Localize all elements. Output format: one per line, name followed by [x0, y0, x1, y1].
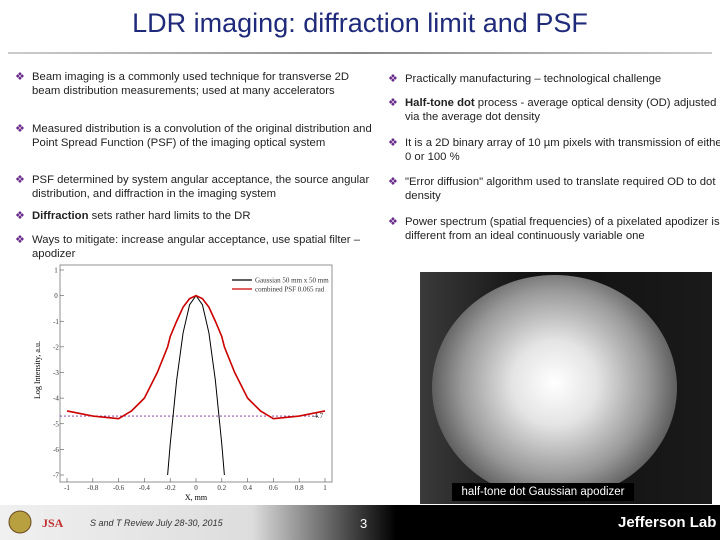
- y-tick-label: -5: [53, 420, 59, 428]
- bullet-text: It is a 2D binary array of 10 µm pixels …: [405, 137, 720, 163]
- bullet-text: Beam imaging is a commonly used techniqu…: [32, 71, 350, 97]
- footer-logos: JSA: [8, 510, 64, 534]
- bullet-text: sets rather hard limits to the DR: [91, 210, 251, 222]
- x-tick-label: -0.8: [87, 484, 99, 492]
- apodizer-lens: [432, 275, 677, 500]
- y-tick-label: -1: [53, 318, 59, 326]
- x-tick-label: 0.8: [295, 484, 304, 492]
- bullet: It is a 2D binary array of 10 µm pixels …: [388, 136, 720, 164]
- bullet: Power spectrum (spatial frequencies) of …: [388, 215, 720, 243]
- title-rule: [8, 52, 712, 54]
- legend-label: Gaussian 50 mm x 50 mm: [255, 277, 329, 285]
- bullet-text: Measured distribution is a convolution o…: [32, 123, 372, 149]
- legend-label: combined PSF 0.065 rad: [255, 286, 325, 294]
- jsa-logo: JSA: [42, 516, 64, 530]
- bullet: Practically manufacturing – technologica…: [388, 72, 720, 86]
- x-tick-label: -0.6: [113, 484, 125, 492]
- bullet: Beam imaging is a commonly used techniqu…: [15, 70, 372, 98]
- apodizer-photo: [420, 272, 712, 504]
- x-tick-label: 0.6: [269, 484, 278, 492]
- slide-title: LDR imaging: diffraction limit and PSF: [132, 8, 588, 38]
- y-tick-label: -2: [53, 343, 59, 351]
- doe-logo: [8, 510, 32, 534]
- bullet-bold: Half-tone dot: [405, 97, 475, 109]
- bullet-text: process - average optical density (OD) a…: [405, 97, 717, 123]
- x-tick-label: 1: [323, 484, 327, 492]
- y-tick-label: -4: [53, 395, 59, 403]
- photo-caption: half-tone dot Gaussian apodizer: [452, 483, 634, 501]
- bullet-text: "Error diffusion" algorithm used to tran…: [405, 176, 716, 202]
- bullet-text: PSF determined by system angular accepta…: [32, 174, 370, 200]
- x-axis-label: X, mm: [185, 493, 208, 502]
- bullet-text: Power spectrum (spatial frequencies) of …: [405, 216, 720, 242]
- bullet-text: Ways to mitigate: increase angular accep…: [32, 234, 360, 260]
- footer-event: S and T Review July 28-30, 2015: [90, 518, 223, 528]
- x-tick-label: 0.4: [243, 484, 252, 492]
- x-tick-label: 0.2: [217, 484, 226, 492]
- y-tick-label: -6: [53, 446, 59, 454]
- bullet: PSF determined by system angular accepta…: [15, 173, 372, 201]
- bullet: Diffraction sets rather hard limits to t…: [15, 209, 372, 223]
- x-tick-label: -1: [64, 484, 70, 492]
- x-tick-label: -0.2: [165, 484, 177, 492]
- y-tick-label: -3: [53, 369, 59, 377]
- reference-label: -4.7: [312, 412, 324, 420]
- bullet: Measured distribution is a convolution o…: [15, 122, 372, 150]
- y-tick-label: -7: [53, 472, 59, 480]
- bullet: "Error diffusion" algorithm used to tran…: [388, 175, 720, 203]
- bullet: Half-tone dot process - average optical …: [388, 96, 720, 124]
- footer-logo: Jefferson Lab: [618, 514, 717, 531]
- data-line: [66, 294, 326, 420]
- bullet-text: Practically manufacturing – technologica…: [405, 73, 662, 85]
- plot-frame: [59, 264, 333, 483]
- x-tick-label: -0.4: [139, 484, 151, 492]
- y-tick-label: 0: [54, 292, 58, 300]
- bullet: Ways to mitigate: increase angular accep…: [15, 233, 372, 261]
- footer-bar: JSA: [0, 505, 720, 540]
- bullet-bold: Diffraction: [32, 210, 89, 222]
- x-tick-label: 0: [194, 484, 198, 492]
- page-number: 3: [360, 516, 368, 531]
- y-axis-label: Log Intensity, a.u.: [33, 341, 42, 399]
- y-tick-label: 1: [54, 267, 58, 275]
